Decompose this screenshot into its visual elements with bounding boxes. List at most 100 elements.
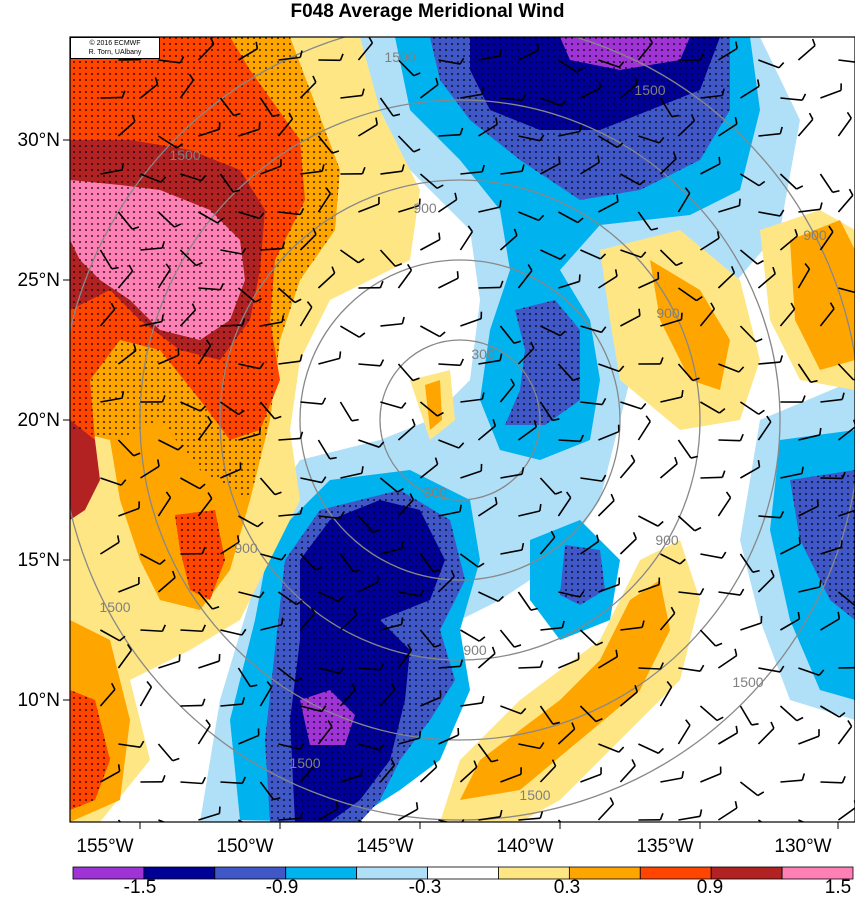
wind-barb (517, 420, 537, 441)
wind-barb (118, 740, 145, 749)
colorbar (72, 866, 854, 880)
wind-barb (140, 553, 166, 565)
wind-barb (299, 606, 316, 631)
wind-barb (117, 343, 137, 365)
wind-barb (718, 588, 745, 596)
wind-barb (739, 173, 766, 187)
wind-barb (419, 77, 439, 99)
wind-barb (478, 117, 498, 137)
wind-barb (699, 629, 723, 647)
wind-barb (820, 705, 846, 718)
wind-barb (358, 359, 385, 367)
wind-barb (339, 683, 356, 707)
wind-barb (837, 188, 854, 213)
colorbar-label-4: 0.3 (553, 877, 581, 898)
wind-barb (260, 159, 282, 175)
wind-barb (838, 59, 855, 63)
wind-barb (557, 59, 583, 73)
wind-barb (797, 263, 811, 289)
wind-barb (598, 743, 625, 753)
wind-barb (820, 83, 842, 99)
wind-barb (597, 493, 615, 517)
wind-barb (797, 363, 818, 384)
chart-title: F048 Average Meridional Wind (290, 1, 565, 22)
orange-region (460, 580, 670, 800)
wind-barb (758, 126, 783, 137)
wind-barb (739, 325, 763, 343)
wind-barb (558, 590, 585, 598)
wind-barb (580, 325, 607, 334)
lon-label-150w: 150°W (216, 836, 274, 857)
wind-barb (340, 325, 366, 338)
lat-label-15n: 15°N (17, 550, 60, 571)
wind-barb (198, 122, 221, 137)
wind-barb (438, 57, 465, 65)
wind-barb (499, 325, 522, 345)
wind-barb (500, 93, 527, 102)
wind-barb (758, 209, 785, 217)
wind-barb (180, 776, 207, 785)
wind-barb (419, 553, 441, 573)
wind-barb (539, 401, 560, 422)
wind-barb (358, 743, 385, 751)
wind-barb (478, 48, 503, 61)
wind-barb (278, 50, 303, 61)
wind-barb (198, 806, 221, 821)
wind-barb (398, 802, 419, 821)
orange-region (790, 220, 855, 370)
wind-barb (238, 41, 259, 61)
wind-barb (379, 682, 396, 707)
wind-barb (139, 680, 153, 707)
contour-label: 1500 (732, 674, 763, 690)
wind-barb (540, 97, 567, 107)
wind-barb (558, 124, 582, 137)
wind-barb (659, 456, 678, 479)
wind-barb (819, 302, 835, 327)
wind-barb (820, 392, 845, 403)
wind-barb (398, 198, 421, 213)
wind-barb (318, 667, 345, 674)
wind-barb (499, 629, 522, 648)
wind-barb (780, 395, 806, 403)
wind-barb (259, 401, 282, 420)
wind-barb (677, 719, 691, 745)
wind-barb (198, 283, 225, 291)
wind-barb (659, 606, 676, 631)
wind-barb (678, 809, 703, 821)
wind-barb (478, 353, 503, 365)
wind-barb (100, 629, 126, 642)
wind-barb (838, 666, 855, 669)
wind-barb (318, 591, 344, 602)
wind-barb (99, 249, 119, 270)
wind-barb (437, 569, 455, 593)
wind-barb (540, 620, 565, 631)
wind-barb (438, 819, 465, 822)
wind-barb (820, 611, 841, 631)
lon-label-145w: 145°W (356, 836, 414, 857)
wind-barb (220, 247, 247, 255)
wind-barb (300, 705, 327, 713)
lon-label-130w: 130°W (774, 836, 832, 857)
wind-barb (419, 401, 444, 417)
wind-barb (437, 192, 458, 213)
contour-label: 900 (655, 532, 679, 548)
wind-barb (620, 308, 641, 327)
wind-barb (500, 767, 522, 783)
wind-barb (157, 263, 171, 289)
wind-barb (460, 629, 486, 642)
wind-barb (357, 37, 374, 61)
wind-barb (397, 363, 420, 382)
contour-label: 1500 (289, 755, 320, 771)
wind-barb (677, 515, 702, 532)
wind-barb (558, 652, 580, 669)
wind-barb (358, 280, 384, 289)
wind-barb (157, 570, 176, 593)
wind-barb (140, 775, 166, 783)
wind-barb (700, 401, 726, 414)
wind-barb (157, 491, 172, 517)
wind-barb (557, 491, 572, 517)
contour-label: 1500 (384, 49, 415, 65)
wind-barb (518, 211, 545, 222)
credit-line-2: R. Torn, UAlbany (88, 49, 142, 56)
